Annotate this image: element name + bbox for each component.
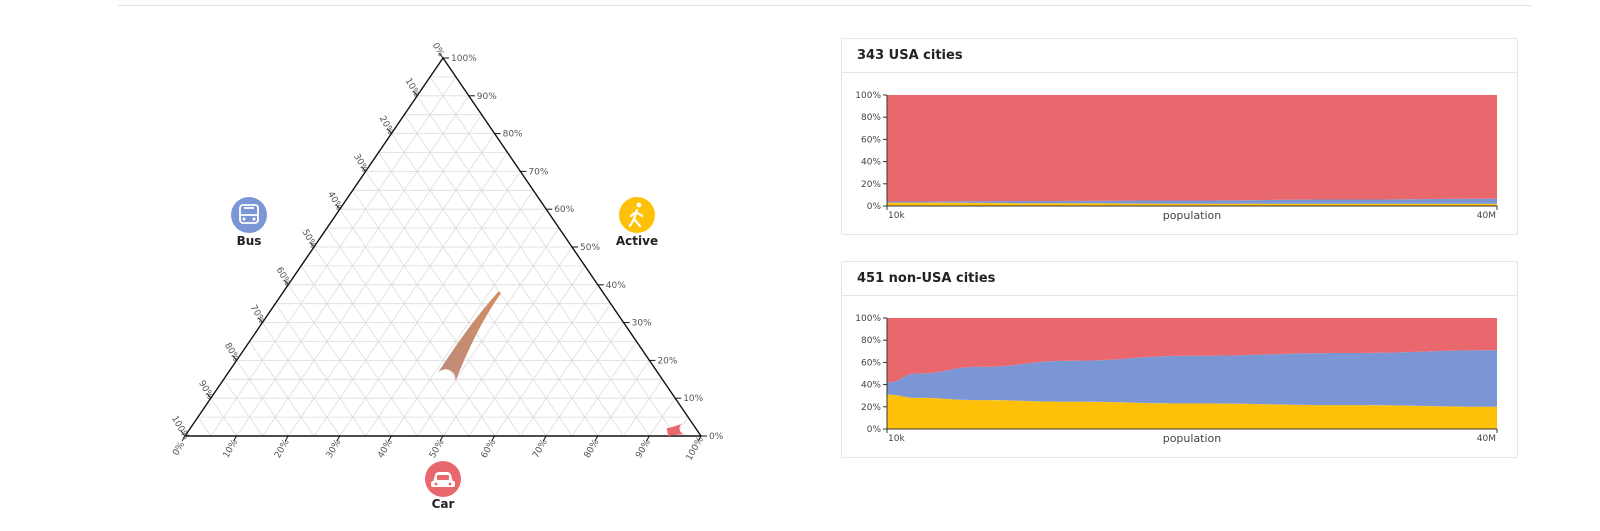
active-tick-label: 90% — [477, 92, 497, 102]
active-tick-label: 70% — [528, 167, 548, 177]
car-tick-label: 0% — [171, 440, 187, 458]
bus-icon — [239, 204, 259, 224]
car-tick-label: 80% — [583, 437, 602, 460]
non-usa-area-chart: 0% 20% 40% 60% 80% 100% 10k 40M population — [855, 314, 1498, 445]
active-tick-label: 100% — [451, 54, 477, 64]
grid-line — [429, 76, 676, 437]
grid-line — [210, 397, 237, 437]
y-tick-label: 40% — [861, 381, 881, 391]
grid-line — [468, 265, 586, 437]
grid-line — [352, 190, 521, 437]
grid-line — [378, 152, 573, 437]
x-tick-label: 10k — [888, 211, 905, 221]
grid-line — [339, 208, 495, 437]
grid-line — [313, 152, 508, 437]
active-tick-label: 10% — [683, 394, 703, 404]
active-tick-label: 60% — [554, 205, 574, 215]
panel-title: 343 USA cities — [842, 39, 1517, 73]
grid-line — [416, 227, 560, 437]
y-tick-label: 0% — [867, 202, 882, 212]
grid-line — [223, 379, 263, 437]
grid-line — [313, 246, 444, 437]
x-axis-label: population — [1163, 209, 1222, 222]
walking-person-icon — [628, 208, 644, 228]
ternary-plot: 0%0%0%10%10%10%20%20%20%30%30%30%40%40%4… — [169, 41, 724, 511]
y-tick-label: 20% — [861, 403, 881, 413]
area-bus — [887, 198, 1497, 204]
car-tick-label: 10% — [222, 437, 241, 460]
walking-person-icon-bg — [619, 197, 655, 233]
grid-line — [262, 322, 341, 437]
active-tick-label: 40% — [606, 281, 626, 291]
bus-tick-label: 100% — [169, 414, 191, 442]
active-tick-label: 0% — [709, 432, 724, 442]
area-active — [887, 202, 1497, 206]
active-tick-label: 80% — [503, 130, 523, 140]
grid-line — [300, 265, 418, 437]
car-tick-label: 60% — [480, 437, 499, 460]
grid-line — [365, 190, 534, 437]
mode-bus: Bus — [231, 197, 267, 248]
area-car — [887, 318, 1497, 383]
grid-line — [391, 133, 599, 437]
grid-line — [236, 360, 289, 437]
grid-line — [274, 303, 366, 437]
grid-line — [287, 284, 392, 437]
grid-line — [571, 341, 637, 437]
car-tick-label: 30% — [325, 437, 344, 460]
car-tick-label: 70% — [531, 437, 550, 460]
y-tick-label: 100% — [855, 91, 881, 101]
top-divider — [118, 5, 1532, 6]
usa-area-chart: 0% 20% 40% 60% 80% 100% 10k 40M population — [855, 91, 1498, 222]
grid-line — [326, 227, 470, 437]
car-tick-label: 40% — [376, 437, 395, 460]
mode-car: Car — [425, 461, 461, 511]
grid-line — [197, 416, 212, 437]
grid-line — [249, 341, 315, 437]
grid-line — [365, 171, 547, 437]
y-tick-label: 80% — [861, 336, 881, 346]
car-tick-label: 100% — [685, 435, 707, 463]
x-tick-label: 40M — [1477, 211, 1496, 221]
grid-line — [520, 303, 612, 437]
area-bus — [887, 350, 1497, 407]
active-tick-label: 30% — [632, 319, 652, 329]
mode-active: Active — [616, 197, 658, 248]
active-label: Active — [616, 234, 658, 248]
car-tick-label: 90% — [634, 437, 653, 460]
y-tick-label: 60% — [861, 135, 881, 145]
y-tick-label: 0% — [867, 425, 882, 435]
active-tick-label: 20% — [657, 356, 677, 366]
trend-usa — [666, 422, 687, 437]
y-tick-label: 20% — [861, 180, 881, 190]
grid-line — [262, 114, 483, 437]
area-car — [887, 95, 1497, 202]
ternary-grid — [197, 76, 689, 437]
bus-label: Bus — [237, 234, 262, 248]
y-tick-label: 40% — [861, 158, 881, 168]
grid-line — [416, 95, 650, 437]
ternary-trends — [437, 291, 687, 437]
bus-tick-label: 0% — [430, 41, 446, 59]
x-tick-label: 10k — [888, 434, 905, 444]
y-tick-label: 80% — [861, 113, 881, 123]
panel-title: 451 non-USA cities — [842, 262, 1517, 296]
non-usa-cities-panel: 451 non-USA cities 0% 20% 40% 60% 80% 100% 10k… — [841, 261, 1518, 458]
car-label: Car — [432, 497, 455, 511]
grid-line — [623, 379, 663, 437]
trend-non-usa — [437, 291, 502, 385]
active-tick-label: 50% — [580, 243, 600, 253]
car-tick-label: 50% — [428, 437, 447, 460]
y-tick-label: 60% — [861, 358, 881, 368]
grid-line — [403, 114, 624, 437]
car-tick-label: 20% — [273, 437, 292, 460]
x-axis-label: population — [1163, 432, 1222, 445]
usa-cities-panel: 343 USA cities 0% 20% 40% 60% 80% 100% 10k 40M p… — [841, 38, 1518, 235]
x-tick-label: 40M — [1477, 434, 1496, 444]
grid-line — [210, 76, 457, 437]
y-tick-label: 100% — [855, 314, 881, 324]
area-active — [887, 394, 1497, 429]
